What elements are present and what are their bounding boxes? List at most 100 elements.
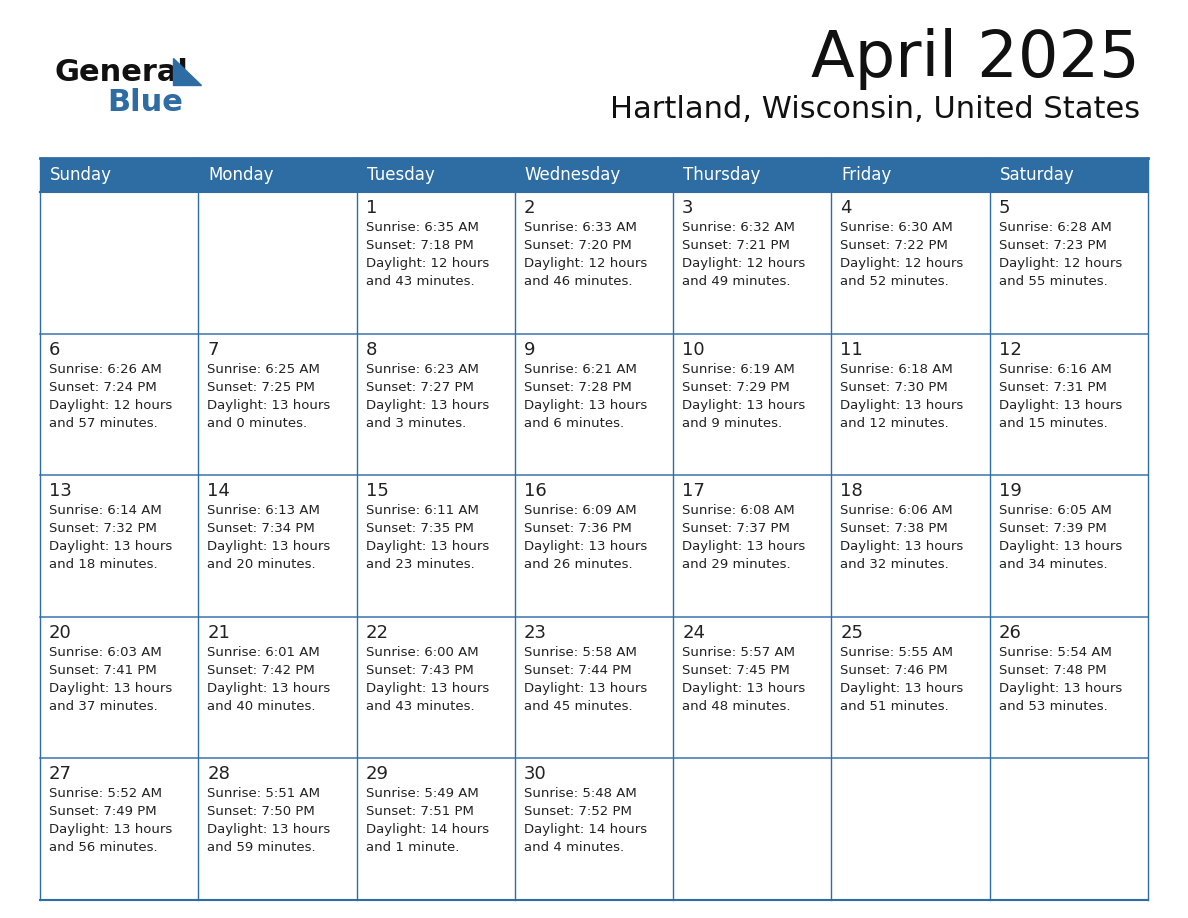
Text: 3: 3 xyxy=(682,199,694,217)
Text: April 2025: April 2025 xyxy=(811,28,1140,90)
Bar xyxy=(198,758,356,900)
Text: Sunrise: 6:25 AM
Sunset: 7:25 PM
Daylight: 13 hours
and 0 minutes.: Sunrise: 6:25 AM Sunset: 7:25 PM Dayligh… xyxy=(207,363,330,430)
Text: 14: 14 xyxy=(207,482,230,500)
Text: Sunrise: 6:30 AM
Sunset: 7:22 PM
Daylight: 12 hours
and 52 minutes.: Sunrise: 6:30 AM Sunset: 7:22 PM Dayligh… xyxy=(840,221,963,288)
Text: 10: 10 xyxy=(682,341,704,359)
Bar xyxy=(356,617,514,758)
Bar xyxy=(990,333,1148,476)
Text: 25: 25 xyxy=(840,624,864,642)
Bar xyxy=(990,617,1148,758)
Bar xyxy=(356,758,514,900)
Bar xyxy=(198,617,356,758)
Bar xyxy=(832,192,990,333)
Text: Blue: Blue xyxy=(107,88,183,117)
Bar xyxy=(198,333,356,476)
Text: 22: 22 xyxy=(366,624,388,642)
Text: 9: 9 xyxy=(524,341,536,359)
Text: Sunrise: 5:49 AM
Sunset: 7:51 PM
Daylight: 14 hours
and 1 minute.: Sunrise: 5:49 AM Sunset: 7:51 PM Dayligh… xyxy=(366,788,488,855)
Text: General: General xyxy=(55,58,189,87)
Text: Sunrise: 6:05 AM
Sunset: 7:39 PM
Daylight: 13 hours
and 34 minutes.: Sunrise: 6:05 AM Sunset: 7:39 PM Dayligh… xyxy=(999,504,1121,571)
Bar xyxy=(356,476,514,617)
Text: 18: 18 xyxy=(840,482,864,500)
Text: Sunday: Sunday xyxy=(50,166,112,184)
Text: Sunrise: 6:28 AM
Sunset: 7:23 PM
Daylight: 12 hours
and 55 minutes.: Sunrise: 6:28 AM Sunset: 7:23 PM Dayligh… xyxy=(999,221,1121,288)
Text: Sunrise: 6:06 AM
Sunset: 7:38 PM
Daylight: 13 hours
and 32 minutes.: Sunrise: 6:06 AM Sunset: 7:38 PM Dayligh… xyxy=(840,504,963,571)
Text: 30: 30 xyxy=(524,766,546,783)
Bar xyxy=(674,758,832,900)
Text: Sunrise: 5:57 AM
Sunset: 7:45 PM
Daylight: 13 hours
and 48 minutes.: Sunrise: 5:57 AM Sunset: 7:45 PM Dayligh… xyxy=(682,645,805,712)
Bar xyxy=(674,333,832,476)
Text: 23: 23 xyxy=(524,624,546,642)
Bar xyxy=(990,192,1148,333)
Text: Sunrise: 6:14 AM
Sunset: 7:32 PM
Daylight: 13 hours
and 18 minutes.: Sunrise: 6:14 AM Sunset: 7:32 PM Dayligh… xyxy=(49,504,172,571)
Text: 2: 2 xyxy=(524,199,536,217)
Bar xyxy=(40,476,198,617)
Bar xyxy=(990,476,1148,617)
Text: 11: 11 xyxy=(840,341,864,359)
Bar xyxy=(832,476,990,617)
Text: Sunrise: 6:19 AM
Sunset: 7:29 PM
Daylight: 13 hours
and 9 minutes.: Sunrise: 6:19 AM Sunset: 7:29 PM Dayligh… xyxy=(682,363,805,430)
Text: Sunrise: 5:48 AM
Sunset: 7:52 PM
Daylight: 14 hours
and 4 minutes.: Sunrise: 5:48 AM Sunset: 7:52 PM Dayligh… xyxy=(524,788,647,855)
Text: Tuesday: Tuesday xyxy=(367,166,435,184)
Text: 27: 27 xyxy=(49,766,72,783)
Polygon shape xyxy=(173,58,201,85)
Bar xyxy=(198,192,356,333)
Text: 13: 13 xyxy=(49,482,72,500)
Text: Sunrise: 5:52 AM
Sunset: 7:49 PM
Daylight: 13 hours
and 56 minutes.: Sunrise: 5:52 AM Sunset: 7:49 PM Dayligh… xyxy=(49,788,172,855)
Text: Saturday: Saturday xyxy=(1000,166,1074,184)
Text: Sunrise: 6:03 AM
Sunset: 7:41 PM
Daylight: 13 hours
and 37 minutes.: Sunrise: 6:03 AM Sunset: 7:41 PM Dayligh… xyxy=(49,645,172,712)
Bar xyxy=(40,333,198,476)
Text: Sunrise: 6:08 AM
Sunset: 7:37 PM
Daylight: 13 hours
and 29 minutes.: Sunrise: 6:08 AM Sunset: 7:37 PM Dayligh… xyxy=(682,504,805,571)
Text: Sunrise: 5:58 AM
Sunset: 7:44 PM
Daylight: 13 hours
and 45 minutes.: Sunrise: 5:58 AM Sunset: 7:44 PM Dayligh… xyxy=(524,645,647,712)
Text: Sunrise: 5:51 AM
Sunset: 7:50 PM
Daylight: 13 hours
and 59 minutes.: Sunrise: 5:51 AM Sunset: 7:50 PM Dayligh… xyxy=(207,788,330,855)
Bar xyxy=(674,617,832,758)
Text: 12: 12 xyxy=(999,341,1022,359)
Bar xyxy=(514,333,674,476)
Text: Hartland, Wisconsin, United States: Hartland, Wisconsin, United States xyxy=(609,95,1140,124)
Text: Friday: Friday xyxy=(841,166,892,184)
Bar xyxy=(356,192,514,333)
Text: 24: 24 xyxy=(682,624,706,642)
Text: Monday: Monday xyxy=(208,166,273,184)
Text: 17: 17 xyxy=(682,482,704,500)
Text: 7: 7 xyxy=(207,341,219,359)
Bar xyxy=(514,192,674,333)
Text: Sunrise: 5:54 AM
Sunset: 7:48 PM
Daylight: 13 hours
and 53 minutes.: Sunrise: 5:54 AM Sunset: 7:48 PM Dayligh… xyxy=(999,645,1121,712)
Text: 28: 28 xyxy=(207,766,230,783)
Text: 26: 26 xyxy=(999,624,1022,642)
Bar xyxy=(832,758,990,900)
Bar xyxy=(40,158,1148,192)
Text: Sunrise: 6:33 AM
Sunset: 7:20 PM
Daylight: 12 hours
and 46 minutes.: Sunrise: 6:33 AM Sunset: 7:20 PM Dayligh… xyxy=(524,221,647,288)
Bar xyxy=(514,758,674,900)
Text: Sunrise: 6:09 AM
Sunset: 7:36 PM
Daylight: 13 hours
and 26 minutes.: Sunrise: 6:09 AM Sunset: 7:36 PM Dayligh… xyxy=(524,504,647,571)
Bar xyxy=(832,617,990,758)
Bar xyxy=(674,476,832,617)
Text: 21: 21 xyxy=(207,624,230,642)
Text: 29: 29 xyxy=(366,766,388,783)
Text: Sunrise: 6:35 AM
Sunset: 7:18 PM
Daylight: 12 hours
and 43 minutes.: Sunrise: 6:35 AM Sunset: 7:18 PM Dayligh… xyxy=(366,221,488,288)
Text: 15: 15 xyxy=(366,482,388,500)
Bar xyxy=(40,617,198,758)
Text: Sunrise: 6:32 AM
Sunset: 7:21 PM
Daylight: 12 hours
and 49 minutes.: Sunrise: 6:32 AM Sunset: 7:21 PM Dayligh… xyxy=(682,221,805,288)
Text: Sunrise: 6:16 AM
Sunset: 7:31 PM
Daylight: 13 hours
and 15 minutes.: Sunrise: 6:16 AM Sunset: 7:31 PM Dayligh… xyxy=(999,363,1121,430)
Text: Thursday: Thursday xyxy=(683,166,760,184)
Text: Sunrise: 6:23 AM
Sunset: 7:27 PM
Daylight: 13 hours
and 3 minutes.: Sunrise: 6:23 AM Sunset: 7:27 PM Dayligh… xyxy=(366,363,488,430)
Bar xyxy=(514,476,674,617)
Text: 1: 1 xyxy=(366,199,377,217)
Text: 4: 4 xyxy=(840,199,852,217)
Bar xyxy=(990,758,1148,900)
Text: Sunrise: 6:18 AM
Sunset: 7:30 PM
Daylight: 13 hours
and 12 minutes.: Sunrise: 6:18 AM Sunset: 7:30 PM Dayligh… xyxy=(840,363,963,430)
Text: Sunrise: 6:26 AM
Sunset: 7:24 PM
Daylight: 12 hours
and 57 minutes.: Sunrise: 6:26 AM Sunset: 7:24 PM Dayligh… xyxy=(49,363,172,430)
Bar xyxy=(674,192,832,333)
Text: Wednesday: Wednesday xyxy=(525,166,621,184)
Text: 19: 19 xyxy=(999,482,1022,500)
Text: Sunrise: 6:11 AM
Sunset: 7:35 PM
Daylight: 13 hours
and 23 minutes.: Sunrise: 6:11 AM Sunset: 7:35 PM Dayligh… xyxy=(366,504,488,571)
Text: 6: 6 xyxy=(49,341,61,359)
Text: Sunrise: 6:00 AM
Sunset: 7:43 PM
Daylight: 13 hours
and 43 minutes.: Sunrise: 6:00 AM Sunset: 7:43 PM Dayligh… xyxy=(366,645,488,712)
Bar xyxy=(40,758,198,900)
Bar xyxy=(832,333,990,476)
Text: 5: 5 xyxy=(999,199,1010,217)
Bar xyxy=(514,617,674,758)
Bar xyxy=(356,333,514,476)
Text: Sunrise: 6:21 AM
Sunset: 7:28 PM
Daylight: 13 hours
and 6 minutes.: Sunrise: 6:21 AM Sunset: 7:28 PM Dayligh… xyxy=(524,363,647,430)
